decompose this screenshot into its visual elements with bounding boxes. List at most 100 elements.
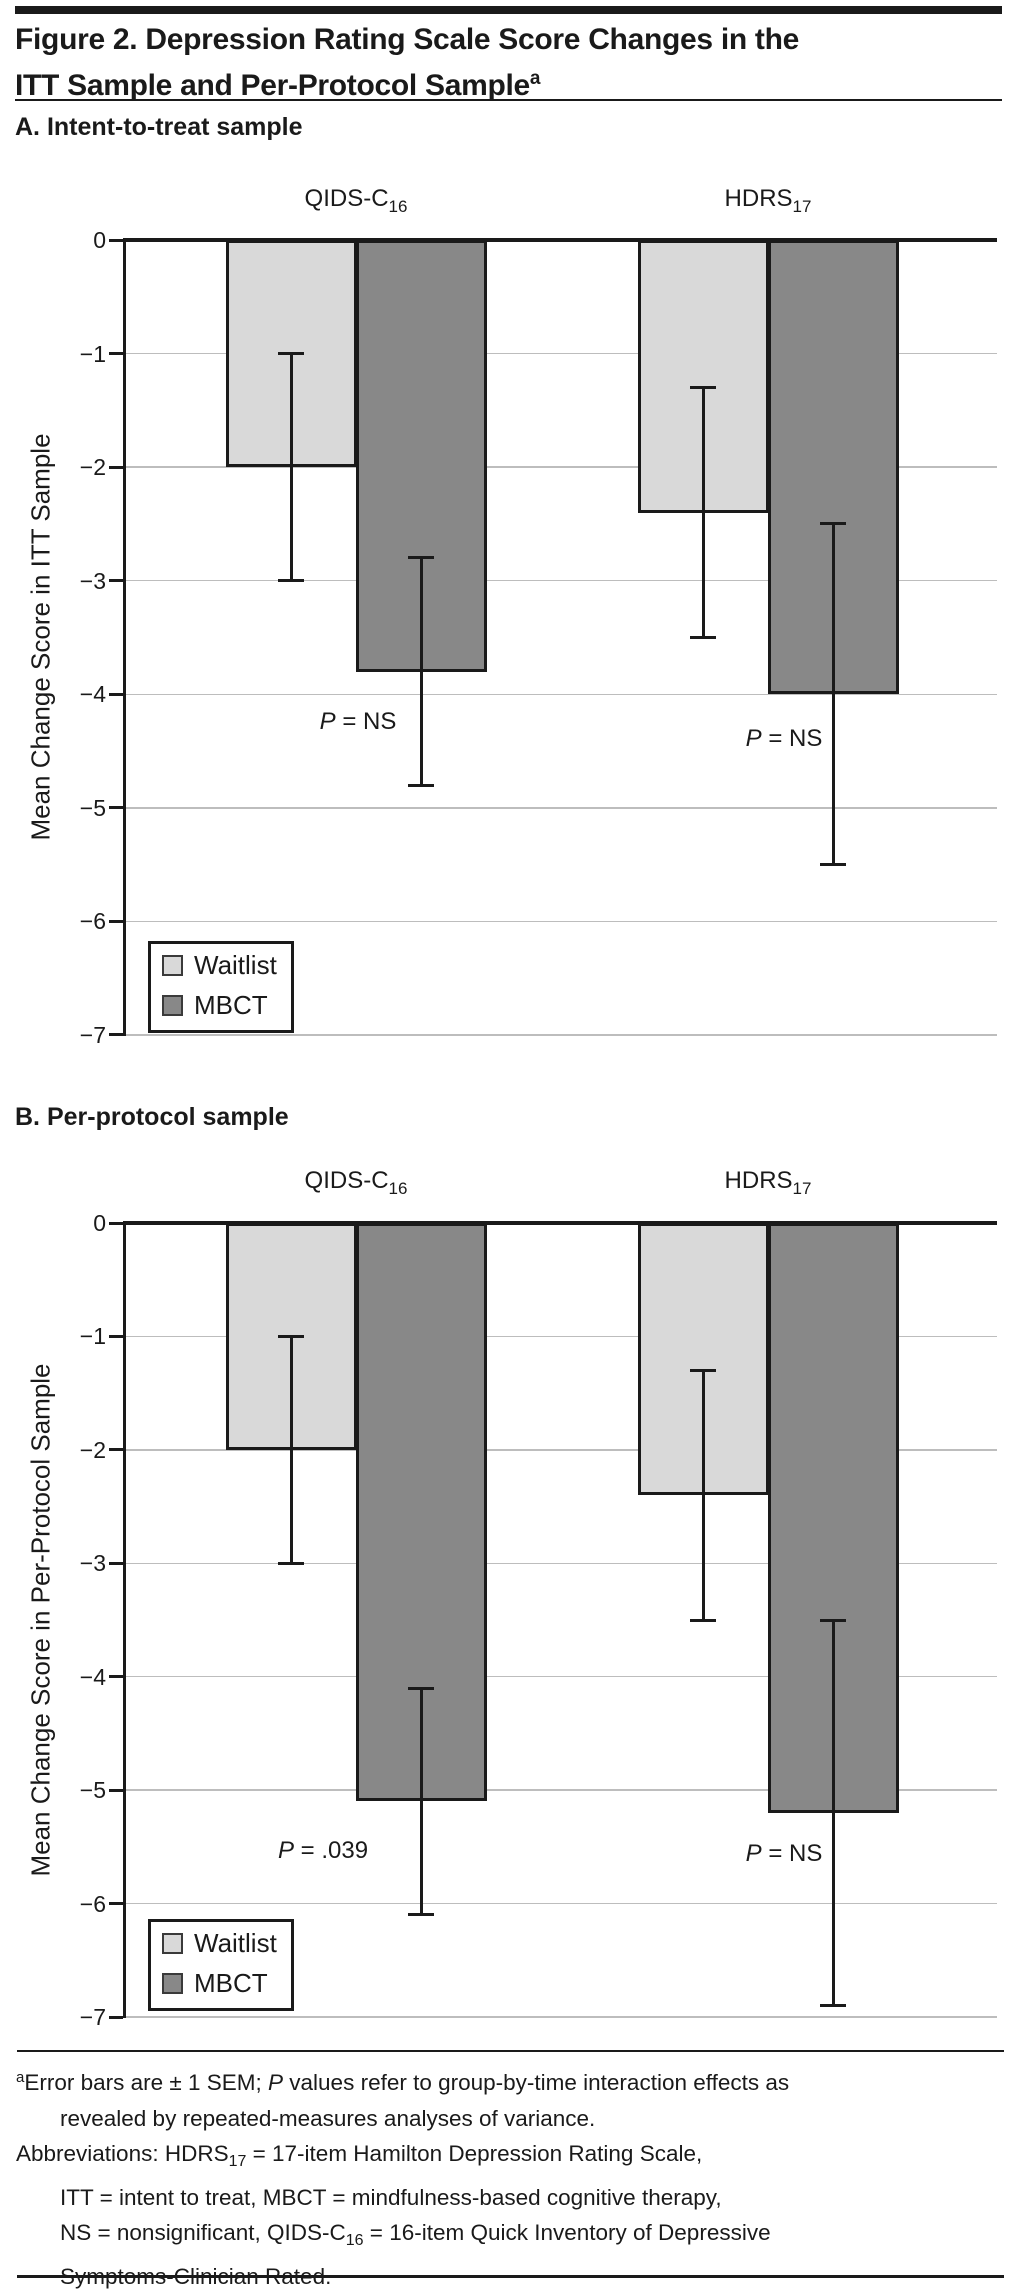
zero-baseline: [123, 238, 997, 242]
y-tick-label-2: −2: [79, 1436, 106, 1463]
y-tick-label-7: −7: [79, 1021, 106, 1048]
error-bar-waitlist-qids-c16-cap-bottom: [278, 579, 304, 583]
group-label-hdrs17: HDRS17: [724, 1167, 812, 1198]
bar-waitlist-hdrs17: [638, 240, 769, 513]
error-bar-waitlist-hdrs17-line: [701, 387, 705, 638]
y-tick-label-1: −1: [79, 1323, 106, 1350]
y-axis-line: [123, 238, 126, 1036]
legend-swatch-mbct: [162, 995, 183, 1016]
title-divider-rule: [15, 99, 1002, 101]
figure-title-line2: ITT Sample and Per-Protocol Samplea: [15, 68, 541, 102]
gridline-minus-4: [125, 1675, 997, 1678]
y-tick-label-3: −3: [79, 1550, 106, 1577]
bar-mbct-hdrs17: [768, 1223, 899, 1813]
group-label-qids-c16: QIDS-C16: [304, 185, 408, 216]
p-value-label-1: P = NS: [745, 1840, 823, 1867]
gridline-minus-7: [125, 2016, 997, 2018]
y-tick-3: [109, 1561, 123, 1565]
legend-swatch-waitlist: [162, 955, 183, 976]
error-bar-waitlist-qids-c16-cap-top: [278, 1334, 304, 1338]
error-bar-mbct-hdrs17-cap-top: [820, 522, 846, 526]
footnote-line-5: NS = nonsignificant, QIDS-C16 = 16-item …: [60, 2220, 771, 2249]
gridline-minus-7: [125, 1034, 997, 1036]
p-value-label-0: P = .039: [277, 1837, 369, 1864]
figure-title-line1: Figure 2. Depression Rating Scale Score …: [15, 23, 800, 56]
gridline-minus-1: [125, 1335, 997, 1338]
error-bar-mbct-hdrs17-cap-bottom: [820, 863, 846, 867]
y-tick-label-2: −2: [79, 454, 106, 481]
footnote-line-1: aError bars are ± 1 SEM; P values refer …: [16, 2069, 790, 2095]
y-tick-0: [109, 1221, 123, 1225]
y-tick-0: [109, 238, 123, 242]
gridline-minus-2: [125, 1449, 997, 1451]
bar-waitlist-hdrs17: [638, 1223, 769, 1496]
figure-title: Figure 2. Depression Rating Scale Score …: [15, 20, 799, 105]
footnote-line-2: revealed by repeated-measures analyses o…: [60, 2105, 596, 2131]
error-bar-waitlist-hdrs17-cap-top: [690, 386, 716, 390]
legend-swatch-mbct: [162, 1973, 183, 1994]
y-tick-6: [109, 1902, 123, 1906]
error-bar-mbct-qids-c16-cap-bottom: [408, 1913, 434, 1917]
footnote: aError bars are ± 1 SEM; P values refer …: [16, 2060, 789, 2292]
legend-label-mbct: MBCT: [194, 1968, 268, 1998]
error-bar-mbct-hdrs17-cap-top: [820, 1618, 846, 1622]
legend-label-mbct: MBCT: [194, 990, 268, 1020]
legend-label-waitlist: Waitlist: [194, 950, 277, 980]
group-label-hdrs17: HDRS17: [724, 185, 812, 216]
y-tick-1: [109, 1334, 123, 1338]
y-tick-label-3: −3: [79, 567, 106, 594]
legend-swatch-waitlist: [162, 1933, 183, 1954]
panel-b-heading: B. Per-protocol sample: [15, 1103, 289, 1131]
p-value-label-1: P = NS: [745, 725, 823, 752]
error-bar-mbct-hdrs17-line: [831, 1620, 835, 2006]
gridline-minus-2: [125, 466, 997, 468]
y-tick-3: [109, 579, 123, 583]
error-bar-waitlist-qids-c16-line: [289, 1336, 293, 1564]
y-tick-label-1: −1: [79, 340, 106, 367]
gridline-minus-3: [125, 1562, 997, 1565]
y-tick-5: [109, 1788, 123, 1792]
footnote-line-4: ITT = intent to treat, MBCT = mindfulnes…: [60, 2184, 722, 2210]
bottom-rule: [17, 2275, 1004, 2278]
y-tick-label-5: −5: [79, 794, 106, 821]
y-tick-4: [109, 1675, 123, 1679]
error-bar-mbct-qids-c16-line: [419, 1688, 423, 1915]
error-bar-waitlist-qids-c16-line: [289, 353, 293, 581]
group-label-qids-c16: QIDS-C16: [304, 1167, 408, 1198]
error-bar-waitlist-hdrs17-cap-bottom: [690, 1618, 716, 1622]
y-tick-5: [109, 806, 123, 810]
legend-box: Waitlist MBCT: [148, 1919, 294, 2011]
y-tick-label-6: −6: [79, 1890, 106, 1917]
footnote-top-rule: [17, 2050, 1004, 2052]
legend-box: Waitlist MBCT: [148, 941, 294, 1033]
gridline-minus-5: [125, 1789, 997, 1791]
y-tick-2: [109, 1448, 123, 1452]
top-rule-bar: [15, 6, 1002, 14]
y-tick-7: [109, 1033, 123, 1037]
y-tick-label-7: −7: [79, 2004, 106, 2030]
error-bar-waitlist-qids-c16-cap-top: [278, 352, 304, 356]
y-tick-6: [109, 919, 123, 923]
y-tick-label-0: 0: [93, 227, 106, 253]
y-tick-label-5: −5: [79, 1777, 106, 1804]
y-tick-label-0: 0: [93, 1210, 106, 1236]
y-axis-line: [123, 1221, 126, 2018]
gridline-minus-6: [125, 1902, 997, 1905]
gridline-minus-4: [125, 693, 997, 696]
y-tick-1: [109, 352, 123, 356]
error-bar-mbct-hdrs17-line: [831, 523, 835, 865]
error-bar-waitlist-hdrs17-cap-top: [690, 1368, 716, 1372]
error-bar-mbct-qids-c16-cap-bottom: [408, 783, 434, 787]
panel-a-heading: A. Intent-to-treat sample: [15, 113, 303, 141]
p-value-label-0: P = NS: [319, 708, 397, 735]
error-bar-mbct-hdrs17-cap-bottom: [820, 2004, 846, 2008]
panel-a-chart: 0 −1 −2 −3 −4 −5 −6 −7 QIDS-C16 HDRS17 P = NS P = N…: [0, 0, 1017, 1100]
error-bar-waitlist-hdrs17-cap-bottom: [690, 635, 716, 639]
gridline-minus-1: [125, 352, 997, 355]
error-bar-mbct-qids-c16-cap-top: [408, 556, 434, 560]
title-superscript: a: [529, 68, 541, 89]
y-tick-label-6: −6: [79, 908, 106, 935]
footnote-line-3: Abbreviations: HDRS17 = 17-item Hamilton…: [16, 2141, 703, 2170]
